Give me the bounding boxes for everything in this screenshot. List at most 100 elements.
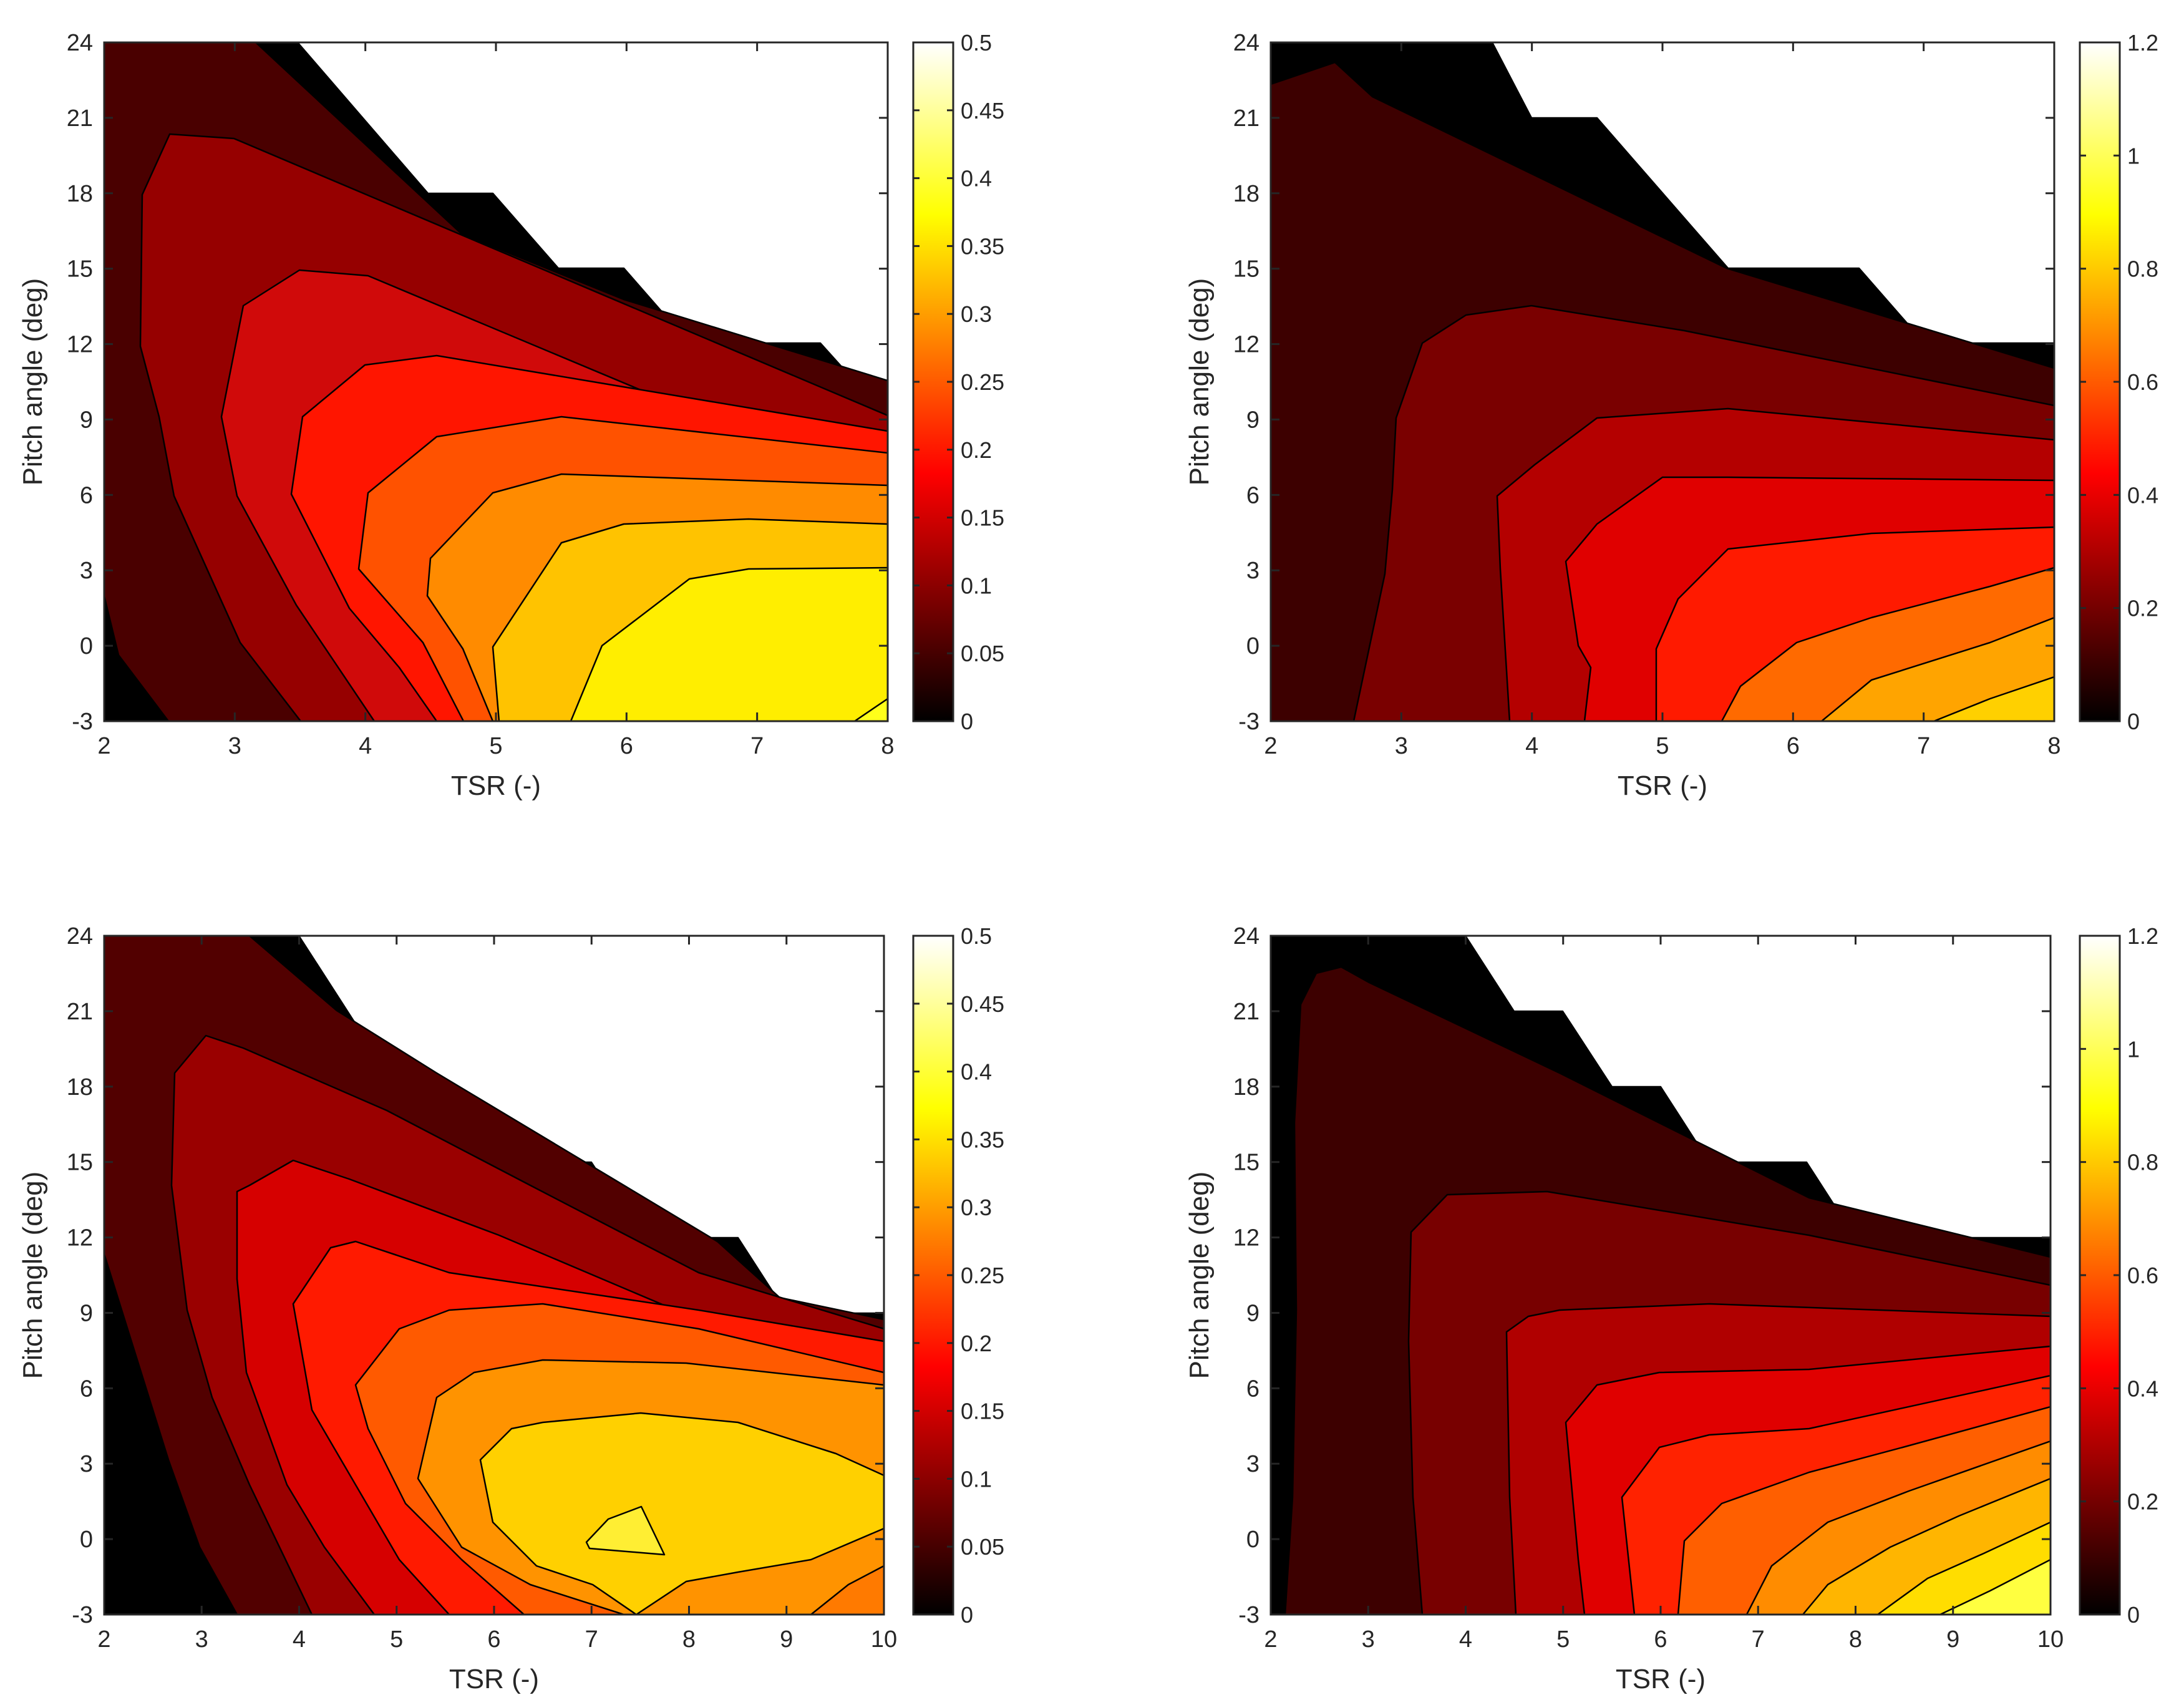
colorbar-tick-label: 0.25: [961, 369, 1004, 395]
y-tick-label: 6: [1246, 482, 1259, 508]
colorbar-tick-label: 0.05: [961, 641, 1004, 666]
y-tick-label: 18: [67, 181, 93, 207]
y-tick-label: -3: [1238, 1602, 1259, 1628]
x-tick-label: 9: [780, 1626, 793, 1653]
x-tick-label: 6: [487, 1626, 500, 1653]
colorbar-tick-label: 0.2: [961, 1331, 992, 1356]
y-tick-label: 12: [67, 332, 93, 358]
y-tick-label: 9: [1246, 407, 1259, 433]
x-tick-label: 5: [1556, 1626, 1570, 1653]
y-tick-label: 0: [80, 633, 93, 659]
contour-band-0.45: [853, 697, 888, 721]
y-tick-label: 12: [1233, 1225, 1259, 1251]
colorbar-tick-label: 0.35: [961, 233, 1004, 259]
colorbar-tick-label: 0.8: [2127, 256, 2158, 282]
y-tick-label: 15: [67, 256, 93, 283]
y-tick-label: 24: [67, 923, 93, 950]
panel-bottom-right: [1269, 935, 2052, 1616]
colorbar-tick-label: 0.15: [961, 1399, 1004, 1424]
y-tick-label: 21: [67, 999, 93, 1025]
x-tick-label: 2: [1264, 733, 1277, 759]
colorbar-tick-label: 0.6: [2127, 1263, 2158, 1288]
colorbar-tick-label: 0.45: [961, 98, 1004, 124]
y-tick-label: 18: [67, 1074, 93, 1100]
colorbar-tick-label: 0.45: [961, 991, 1004, 1017]
x-tick-label: 8: [682, 1626, 696, 1653]
x-tick-label: 3: [195, 1626, 208, 1653]
x-tick-label: 10: [871, 1626, 897, 1653]
x-tick-label: 4: [1525, 733, 1538, 759]
colorbar-tick-label: 0.2: [2127, 596, 2158, 621]
colorbar-tick-label: 0.1: [961, 573, 992, 598]
colorbar-bottom-right: 0 0.2 0.4 0.6 0.8 1 1.2: [2079, 923, 2158, 1628]
x-axis-title: TSR (-): [1616, 1664, 1706, 1694]
colorbar-tick-label: 0.2: [2127, 1489, 2158, 1515]
x-tick-label: 8: [1849, 1626, 1862, 1653]
x-tick-label: 10: [2037, 1626, 2064, 1653]
y-tick-label: 0: [1246, 1527, 1259, 1553]
panel-top-right: [1269, 41, 2055, 722]
colorbar-tick-label: 0.05: [961, 1534, 1004, 1560]
y-tick-label: 3: [1246, 1451, 1259, 1477]
x-tick-label: 2: [97, 733, 110, 759]
y-tick-label: 9: [80, 407, 93, 433]
x-tick-label: 6: [1654, 1626, 1667, 1653]
y-tick-label: 15: [67, 1150, 93, 1176]
x-tick-label: 7: [1917, 733, 1930, 759]
colorbar-gradient: [2079, 41, 2121, 722]
colorbar-bottom-left: 0 0.05 0.1 0.15 0.2 0.25 0.3 0.35 0.4 0.45 0.5: [912, 923, 1004, 1628]
colorbar-tick-label: 0.5: [961, 30, 992, 56]
axes-top-left: 2 3 4 5 6 7 8 -3 0 3 6 9 12 15 18 21 24 TSR (-) Pitch angl…: [17, 30, 1004, 801]
y-axis-title: Pitch angle (deg): [17, 278, 48, 486]
y-tick-label: 21: [1233, 999, 1259, 1025]
colorbar-gradient: [2079, 935, 2121, 1616]
colorbar-tick-label: 0.15: [961, 505, 1004, 531]
x-axis-title: TSR (-): [1618, 770, 1707, 801]
colorbar-tick-label: 0.4: [961, 166, 992, 192]
contour-band-0.7: [1820, 616, 2054, 721]
colorbar-tick-label: 0.1: [961, 1466, 992, 1492]
x-tick-label: 2: [97, 1626, 110, 1653]
contour-band-0.4: [585, 1505, 666, 1556]
contour-fill-bottom-left: [104, 936, 884, 1615]
axes-bottom-left: 2 3 4 5 6 7 8 9 10 -3 0 3 6 9 12 15 18 21 24 TSR (-) Pitch a…: [17, 923, 1004, 1694]
colorbar-gradient: [912, 41, 954, 722]
colorbar-tick-label: 0.8: [2127, 1150, 2158, 1175]
contour-fill-top-left: [104, 42, 888, 721]
panel-bottom-left: [103, 935, 885, 1616]
y-tick-label: 6: [1246, 1376, 1259, 1402]
x-tick-label: 4: [359, 733, 372, 759]
x-tick-label: 5: [489, 733, 502, 759]
y-tick-label: 6: [80, 482, 93, 508]
y-tick-label: 0: [1246, 633, 1259, 659]
y-tick-label: 24: [67, 30, 93, 56]
colorbar-tick-label: 0: [961, 709, 973, 734]
x-tick-label: 3: [1362, 1626, 1375, 1653]
x-tick-label: 3: [228, 733, 241, 759]
y-tick-label: 15: [1233, 256, 1259, 283]
y-tick-label: 12: [1233, 332, 1259, 358]
x-tick-label: 4: [1459, 1626, 1472, 1653]
x-axis-title: TSR (-): [449, 1664, 539, 1694]
y-tick-label: 18: [1233, 181, 1259, 207]
y-tick-label: -3: [72, 709, 93, 735]
panel-top-left: [103, 41, 889, 722]
contour-fill-top-right: [1271, 42, 2054, 721]
y-tick-label: -3: [1238, 709, 1259, 735]
y-tick-label: 9: [1246, 1300, 1259, 1326]
y-tick-label: 21: [1233, 105, 1259, 132]
y-tick-label: 24: [1233, 923, 1259, 950]
x-tick-label: 5: [1656, 733, 1669, 759]
y-tick-label: 12: [67, 1225, 93, 1251]
x-tick-label: 4: [293, 1626, 306, 1653]
y-tick-label: 6: [80, 1376, 93, 1402]
colorbar-tick-label: 0: [961, 1602, 973, 1628]
y-tick-label: 21: [67, 105, 93, 132]
colorbar-tick-label: 0.35: [961, 1127, 1004, 1152]
contour-band-0.35: [479, 1412, 884, 1615]
colorbar-tick-label: 0: [2127, 709, 2140, 734]
y-axis-title: Pitch angle (deg): [17, 1172, 48, 1379]
